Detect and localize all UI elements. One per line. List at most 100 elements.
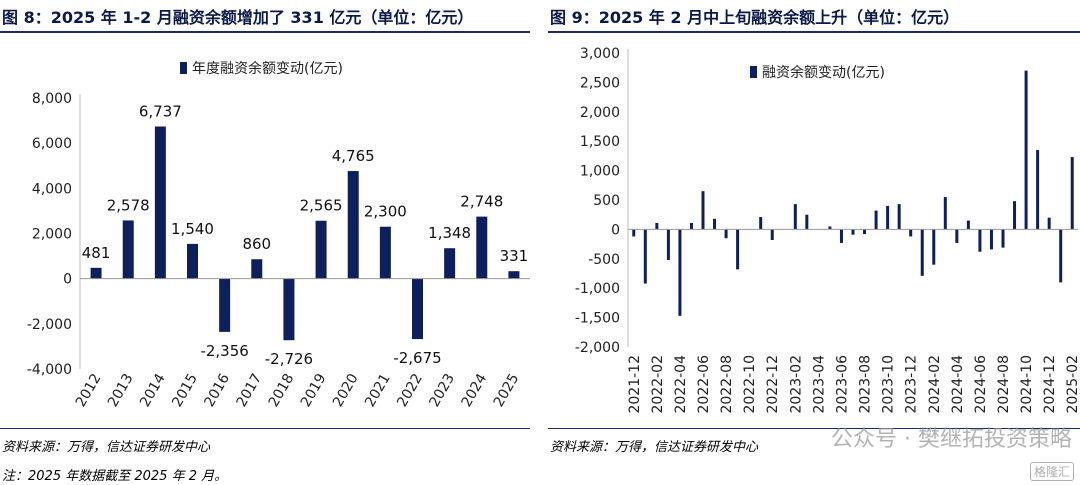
- legend-swatch: [180, 62, 187, 74]
- data-label: 2,578: [107, 196, 150, 214]
- bar: [379, 226, 391, 279]
- right-figure-panel: 图 9：2025 年 2 月中上旬融资余额上升（单位：亿元） -2,000 -1,…: [548, 0, 1080, 485]
- bar: [678, 229, 682, 316]
- x-tick-label: 2020: [330, 371, 362, 410]
- y-tick-label: -1,500: [575, 311, 620, 327]
- bar: [315, 220, 327, 279]
- x-tick-label: 2024-04: [950, 355, 966, 414]
- y-tick-label: -2,000: [575, 340, 620, 356]
- x-tick-label: 2024-12: [1042, 355, 1058, 414]
- x-tick-label: 2021: [362, 371, 394, 410]
- right-figure-title: 图 9：2025 年 2 月中上旬融资余额上升（单位：亿元）: [550, 8, 960, 27]
- data-label: 2,748: [460, 193, 503, 211]
- legend-label: 融资余额变动(亿元): [762, 64, 885, 81]
- bar: [643, 229, 647, 284]
- x-tick-label: 2012: [73, 371, 105, 410]
- y-tick-label: 0: [63, 272, 72, 288]
- left-source-text: 资料来源：万得，信达证券研发中心: [2, 440, 211, 455]
- bar: [154, 126, 166, 279]
- bar: [655, 222, 659, 230]
- left-source-rule: [0, 428, 530, 429]
- bar: [805, 214, 809, 230]
- bar: [897, 204, 901, 230]
- x-tick-label: 2017: [234, 371, 266, 410]
- bar: [251, 259, 263, 279]
- right-source-rule: [548, 428, 1080, 429]
- bar: [724, 229, 728, 239]
- bar: [920, 229, 924, 276]
- bar: [770, 229, 774, 240]
- data-label: -2,675: [393, 349, 441, 367]
- data-label: 331: [500, 247, 529, 265]
- bar: [886, 205, 890, 230]
- y-tick-label: 500: [593, 193, 620, 209]
- y-tick-label: 0: [611, 222, 620, 238]
- x-tick-label: 2023: [426, 371, 458, 410]
- data-label: 481: [82, 244, 111, 262]
- bar: [347, 171, 359, 279]
- left-figure-panel: 图 8：2025 年 1-2 月融资余额增加了 331 亿元（单位：亿元） -4…: [0, 0, 530, 485]
- bar: [632, 229, 636, 237]
- bar: [1059, 229, 1063, 283]
- x-tick-label: 2024-10: [1019, 355, 1035, 414]
- x-tick-label: 2024-02: [927, 355, 943, 414]
- x-tick-label: 2013: [105, 371, 137, 410]
- x-tick-label: 2023-12: [904, 355, 920, 414]
- x-tick-label: 2016: [201, 371, 233, 410]
- y-tick-label: 2,000: [580, 105, 620, 121]
- bar: [689, 222, 693, 230]
- data-label: 2,300: [364, 203, 407, 221]
- bar: [701, 191, 705, 230]
- bar: [283, 278, 295, 341]
- data-label: -2,726: [265, 350, 313, 368]
- bar: [1013, 201, 1017, 230]
- data-label: 6,737: [139, 103, 182, 121]
- bar: [978, 229, 982, 252]
- left-note-text: 注：2025 年数据截至 2025 年 2 月。: [2, 469, 228, 484]
- bar: [863, 229, 867, 235]
- y-tick-label: -500: [588, 252, 620, 268]
- x-tick-label: 2022: [394, 371, 426, 410]
- x-tick-label: 2022-02: [650, 355, 666, 414]
- x-tick-label: 2023-08: [858, 355, 874, 414]
- x-tick-label: 2022-06: [696, 355, 712, 414]
- bar: [90, 267, 102, 279]
- x-tick-label: 2025-02: [1065, 355, 1080, 414]
- y-tick-label: 1,000: [580, 164, 620, 180]
- bar: [1036, 150, 1040, 230]
- bar: [1001, 229, 1005, 248]
- y-tick-label: 3,000: [580, 46, 620, 62]
- y-tick-label: -4,000: [27, 362, 72, 378]
- y-tick-label: 2,000: [32, 227, 72, 243]
- x-tick-label: 2023-10: [881, 355, 897, 414]
- data-label: 1,540: [171, 220, 214, 238]
- bar: [839, 229, 843, 243]
- right-source-text: 资料来源：万得，信达证券研发中心: [550, 440, 759, 455]
- data-label: -2,356: [200, 342, 248, 360]
- x-tick-label: 2022-04: [673, 355, 689, 414]
- x-tick-label: 2024-08: [996, 355, 1012, 414]
- x-tick-label: 2023-04: [811, 355, 827, 414]
- left-bar-chart: -4,000 -2,000 0 2,000 4,000 6,000 8,000 481 2,57…: [27, 60, 530, 410]
- bar: [412, 278, 423, 340]
- x-tick-label: 2024: [459, 371, 491, 410]
- x-tick-label: 2023-02: [788, 355, 804, 414]
- x-tick-label: 2023-06: [834, 355, 850, 414]
- bar: [444, 248, 456, 279]
- bar: [966, 220, 970, 230]
- y-tick-label: 2,500: [580, 75, 620, 91]
- data-label: 1,348: [428, 224, 471, 242]
- watermark-badge: 格隆汇: [1029, 462, 1074, 481]
- legend-label: 年度融资余额变动(亿元): [192, 60, 343, 77]
- bar: [759, 217, 763, 230]
- bar: [187, 243, 198, 279]
- bar: [1070, 157, 1074, 230]
- bar: [736, 229, 740, 270]
- y-tick-label: -1,000: [575, 281, 620, 297]
- bar: [909, 229, 913, 237]
- x-tick-label: 2025: [491, 371, 523, 410]
- right-bar-chart: -2,000 -1,500 -1,000 -500 0 500 1,000 1,500 2,00…: [575, 46, 1080, 414]
- right-title-rule: [548, 31, 1080, 33]
- bar: [955, 229, 959, 243]
- x-tick-label: 2019: [298, 371, 330, 410]
